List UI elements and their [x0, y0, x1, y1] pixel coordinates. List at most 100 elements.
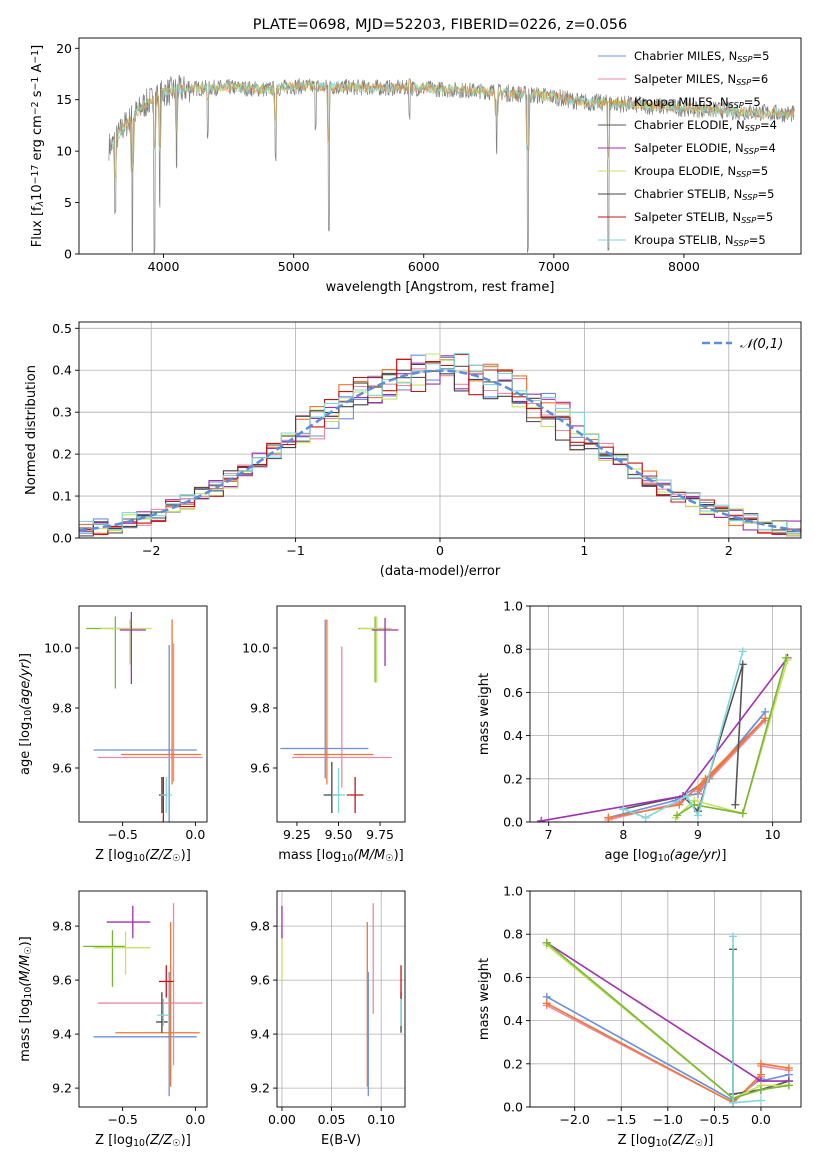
y-tick-label: 15	[56, 92, 72, 107]
label-part: λ	[35, 201, 46, 208]
weight-marker	[693, 811, 702, 820]
weight-series-line	[546, 944, 789, 1100]
weight-marker	[693, 785, 702, 794]
x-axis-label: Z [log10(Z/Z☉)]	[95, 1133, 191, 1149]
label-part: Z [log	[95, 1133, 133, 1148]
x-tick-label: 0	[436, 543, 444, 558]
weight-marker	[675, 800, 684, 809]
age_vs_Z-plot-area	[86, 612, 203, 822]
label-part: 10	[23, 987, 34, 999]
label-part: mass [log	[278, 848, 341, 863]
x-axis-label: Z [log10(Z/Z☉)]	[95, 848, 191, 864]
label-part: ☉	[385, 853, 393, 864]
label-part: SSP	[737, 54, 752, 64]
y-tick-label: 9.2	[250, 1081, 270, 1096]
weight-marker	[673, 811, 682, 820]
label-part: SSP	[745, 123, 760, 133]
y-tick-label: 0.1	[52, 489, 72, 504]
spectrum-model-line	[111, 78, 795, 178]
y-tick-label: 9.4	[250, 1027, 270, 1042]
label-part: SSP	[734, 238, 749, 248]
x-tick-label: −1.0	[653, 1112, 683, 1127]
label-part: −1	[30, 50, 41, 64]
mass_vs_Z-plot-area	[83, 903, 203, 1097]
label-part: (age/yr)	[670, 848, 722, 863]
label-part: (age/yr)	[18, 658, 33, 710]
y-tick-label: 9.6	[52, 761, 72, 776]
y-tick-label: 0.3	[52, 405, 72, 420]
weight-series-line	[676, 657, 787, 817]
y-tick-label: 0.0	[503, 1100, 523, 1115]
x-axis-label: E(B-V)	[321, 1133, 361, 1148]
label-part: wavelength [Angstrom, rest frame]	[326, 280, 555, 295]
label-part: E(B-V)	[321, 1133, 361, 1148]
y-tick-label: 0.6	[503, 970, 523, 985]
weight-marker	[542, 999, 551, 1008]
weight-marker	[761, 714, 770, 723]
label-part: SSP	[744, 146, 759, 156]
label-part: SSP	[741, 215, 756, 225]
label-part: Chabrier STELIB, N	[634, 187, 742, 201]
x-tick-label: 5000	[278, 259, 310, 274]
legend-label: Chabrier ELODIE, NSSP=4	[634, 118, 777, 133]
label-part: =4	[759, 141, 776, 155]
axes-frame	[78, 37, 802, 255]
y-tick-label: 10.0	[242, 641, 270, 656]
y-tick-label: 9.8	[52, 701, 72, 716]
weight_vs_age-axes	[530, 605, 801, 823]
y-tick-label: 0.0	[503, 815, 523, 830]
label-part: (Z/Z	[145, 1133, 173, 1148]
x-tick-label: 8000	[668, 259, 700, 274]
label-part: )]	[181, 848, 191, 863]
label-part: −17	[30, 165, 41, 185]
label-part: Z [log	[618, 1133, 656, 1148]
axes-frame	[529, 890, 802, 1108]
y-tick-label: 9.8	[250, 701, 270, 716]
label-part: )]	[703, 1133, 713, 1148]
label-part: 10	[133, 853, 145, 864]
label-part: Chabrier MILES, N	[634, 49, 737, 63]
x-axis-label: Z [log10(Z/Z☉)]	[618, 1133, 714, 1149]
y-tick-label: 20	[56, 41, 72, 56]
label-part: )]	[18, 936, 33, 946]
mass_vs_ebv-plot-area	[281, 903, 402, 1097]
x-tick-label: 7	[545, 827, 553, 842]
label-part: Flux [f	[30, 206, 45, 247]
label-part: SSP	[742, 192, 757, 202]
legend-label: Kroupa MILES, NSSP=5	[634, 95, 761, 110]
label-part: Z [log	[95, 848, 133, 863]
normal-curve	[79, 369, 801, 532]
weight-marker	[756, 1096, 765, 1105]
y-tick-label: 10.0	[44, 641, 72, 656]
label-part: 10	[656, 1138, 668, 1149]
label-part: ]	[30, 45, 45, 50]
histogram-step-series	[79, 353, 801, 535]
legend-label: Salpeter STELIB, NSSP=5	[634, 210, 773, 225]
label-part: Normed distribution	[24, 365, 39, 495]
weight_vs_age-plot-area	[537, 647, 792, 822]
y-tick-label: 0.5	[52, 321, 72, 336]
weight-series-line	[623, 664, 744, 813]
x-tick-label: 1	[580, 543, 588, 558]
label-part: ☉	[695, 1138, 703, 1149]
x-tick-label: 0.05	[318, 1112, 346, 1127]
label-part: SSP	[736, 169, 751, 179]
x-axis-label: (data-model)/error	[380, 564, 501, 579]
x-tick-label: 0.0	[185, 827, 205, 842]
label-part: −2	[30, 101, 41, 115]
weight-marker	[756, 1085, 765, 1094]
label-part: (M/M	[353, 848, 385, 863]
label-part: (M/M	[18, 955, 33, 987]
x-tick-label: 8	[619, 827, 627, 842]
axes-frame	[529, 605, 802, 823]
y-tick-label: 9.2	[52, 1081, 72, 1096]
x-tick-label: 0.00	[268, 1112, 296, 1127]
label-part: =5	[756, 210, 773, 224]
weight-marker	[784, 1081, 793, 1090]
weight-marker	[641, 813, 650, 822]
label-part: (Z/Z	[145, 848, 173, 863]
legend-label: Chabrier MILES, NSSP=5	[634, 49, 769, 64]
weight-marker	[782, 653, 791, 662]
x-tick-label: 6000	[408, 259, 440, 274]
